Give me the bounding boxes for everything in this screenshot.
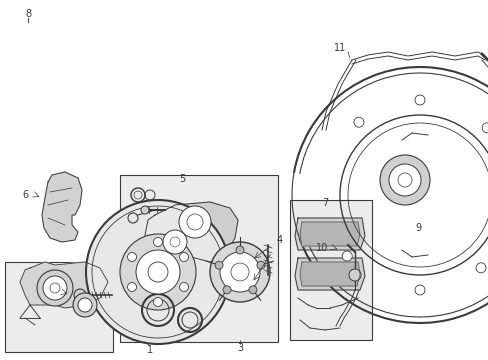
Circle shape [220, 252, 260, 292]
Circle shape [153, 238, 162, 247]
Circle shape [141, 206, 149, 214]
Polygon shape [299, 222, 359, 246]
Circle shape [179, 206, 210, 238]
Circle shape [127, 283, 136, 292]
Circle shape [248, 286, 256, 294]
Polygon shape [299, 262, 359, 286]
Circle shape [78, 298, 92, 312]
Bar [5, 262, 113, 352]
Circle shape [163, 230, 186, 254]
Circle shape [348, 269, 360, 281]
Text: 8: 8 [25, 9, 31, 19]
Circle shape [73, 293, 97, 317]
Circle shape [120, 234, 196, 310]
Circle shape [179, 283, 188, 292]
Polygon shape [294, 218, 364, 250]
Text: 6: 6 [22, 190, 28, 200]
Circle shape [379, 155, 429, 205]
Circle shape [475, 263, 485, 273]
Circle shape [148, 262, 168, 282]
Text: 7: 7 [321, 198, 327, 208]
Circle shape [136, 250, 180, 294]
Circle shape [37, 270, 73, 306]
Text: 11: 11 [333, 43, 346, 53]
Polygon shape [42, 172, 82, 242]
Circle shape [86, 200, 229, 344]
Circle shape [223, 286, 231, 294]
Text: 3: 3 [237, 343, 243, 353]
Text: 5: 5 [179, 174, 185, 184]
Text: 1: 1 [146, 345, 153, 355]
Circle shape [74, 289, 86, 301]
Bar [120, 175, 278, 342]
Text: 4: 4 [276, 235, 283, 245]
Circle shape [215, 261, 223, 269]
Bar [289, 200, 371, 340]
Circle shape [43, 276, 67, 300]
Circle shape [481, 123, 488, 133]
Text: 9: 9 [414, 223, 420, 233]
Circle shape [153, 297, 162, 306]
Circle shape [353, 117, 363, 127]
Polygon shape [294, 258, 364, 290]
Circle shape [388, 164, 420, 196]
Polygon shape [20, 262, 108, 308]
Circle shape [414, 95, 424, 105]
Circle shape [256, 261, 264, 269]
Circle shape [179, 252, 188, 261]
Circle shape [236, 246, 244, 254]
Text: 10: 10 [315, 243, 327, 253]
Circle shape [342, 251, 351, 261]
Circle shape [209, 242, 269, 302]
Polygon shape [145, 202, 238, 262]
Text: 2: 2 [47, 287, 53, 297]
Circle shape [127, 252, 136, 261]
Circle shape [414, 285, 424, 295]
